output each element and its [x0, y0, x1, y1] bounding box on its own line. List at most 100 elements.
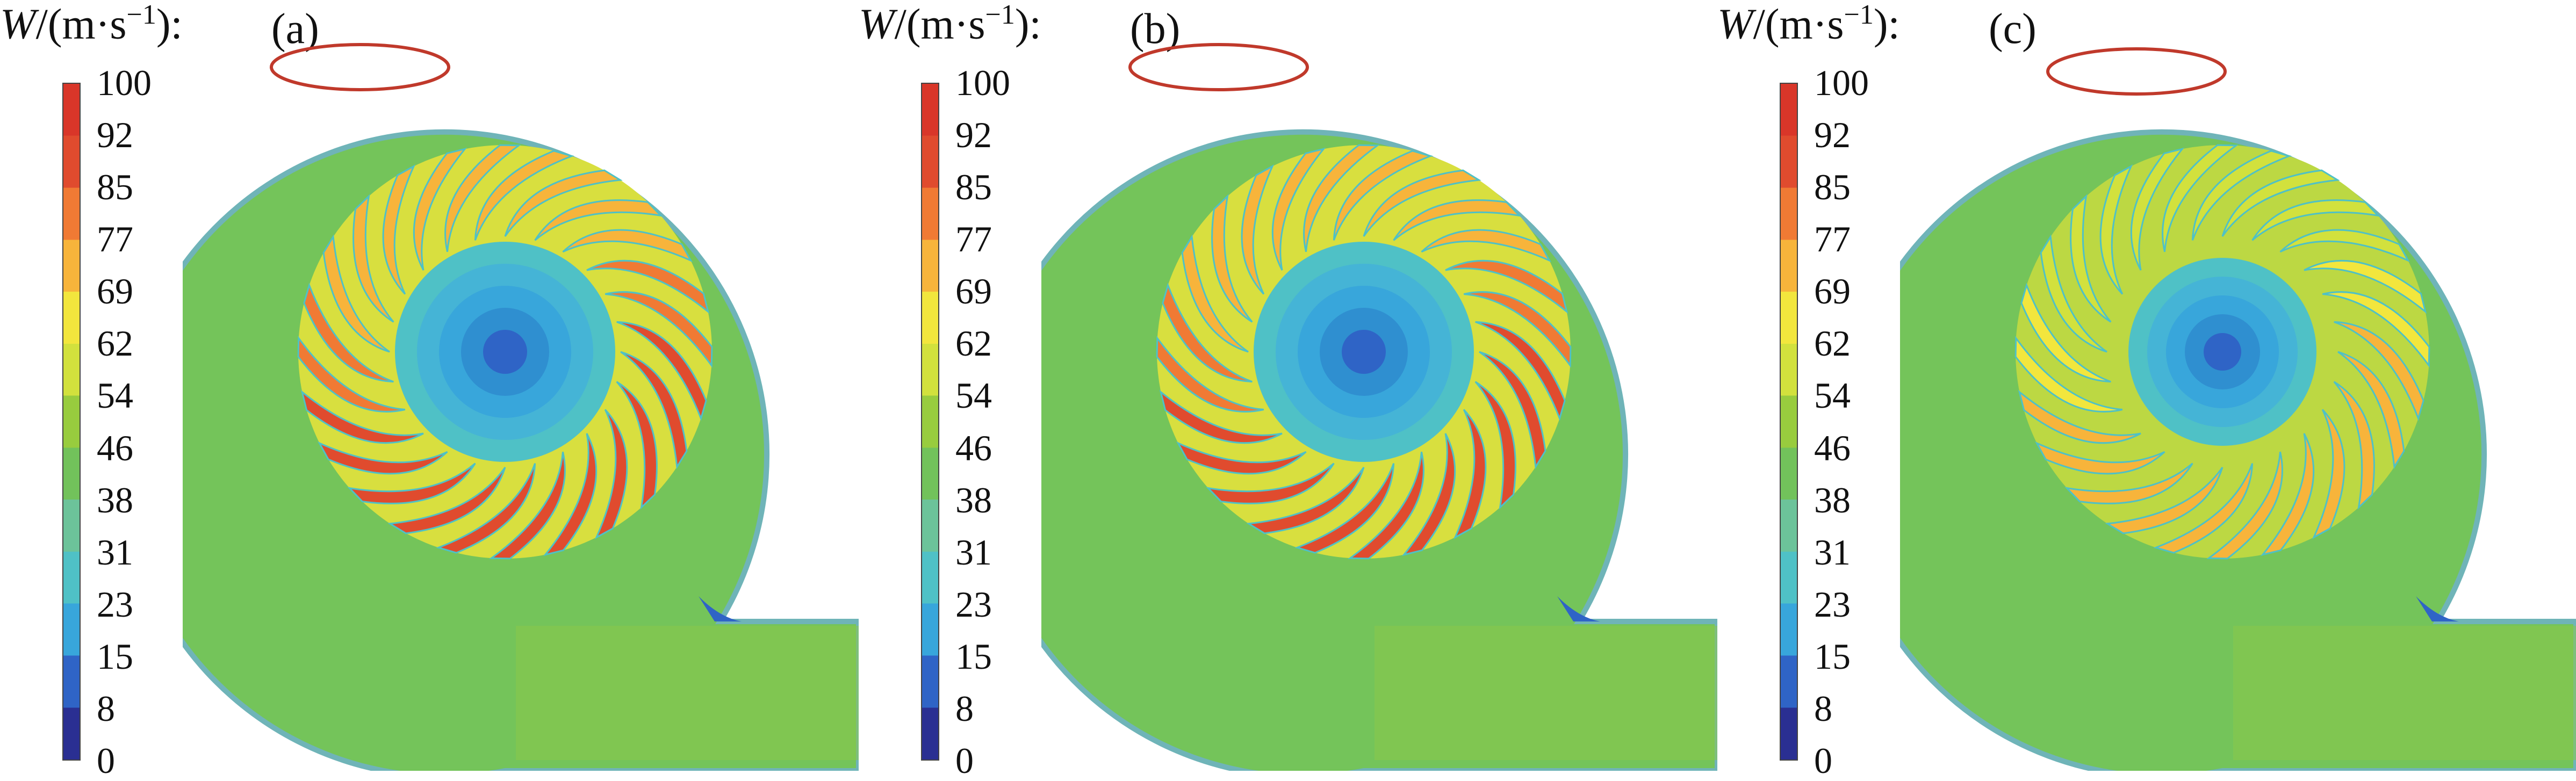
- colorbar-tick-label: 23: [955, 583, 992, 625]
- colorbar-tick-label: 100: [1814, 62, 1869, 103]
- impeller-blade: [1206, 462, 1335, 504]
- impeller-blade: [504, 169, 623, 237]
- impeller-blade: [1241, 164, 1275, 295]
- impeller-blade: [2018, 389, 2141, 444]
- legend-exponent: −1: [985, 0, 1015, 30]
- impeller-blade: [2251, 199, 2380, 241]
- impeller-blade: [1474, 381, 1516, 510]
- impeller-blade: [605, 291, 713, 368]
- hub-contour: [483, 330, 527, 374]
- panel-label: (b): [1130, 5, 1181, 53]
- impeller-blade: [489, 451, 566, 560]
- impeller-blade: [1445, 259, 1568, 314]
- impeller-blade: [1333, 150, 1433, 241]
- legend-title: W/(m·s−1):: [0, 1, 183, 46]
- colorbar-tick-label: 0: [955, 740, 974, 781]
- impeller-blade: [297, 336, 406, 413]
- colorbar-tick-label: 46: [955, 427, 992, 468]
- legend-variable: W: [0, 1, 36, 48]
- outlet-duct: [1375, 626, 1717, 760]
- colorbar-tick-label: 0: [97, 740, 115, 781]
- impeller-blade: [594, 409, 628, 539]
- impeller-blade: [387, 467, 506, 534]
- highlight-ellipse: [1128, 43, 1309, 91]
- colorbar-tick-label: 38: [955, 479, 992, 520]
- velocity-contour-map: [1041, 43, 1717, 771]
- impeller-blade: [586, 259, 710, 314]
- colorbar-tick-label: 62: [1814, 323, 1851, 364]
- hub-contour: [1342, 330, 1386, 374]
- colorbar-tick-label: 23: [97, 583, 133, 625]
- outlet-duct: [2233, 626, 2576, 760]
- colorbar: [62, 83, 81, 761]
- impeller-blade: [2312, 409, 2345, 539]
- impeller-blade: [1363, 169, 1481, 237]
- panel-label: (c): [1989, 5, 2037, 53]
- impeller-blade: [2221, 169, 2340, 237]
- panel-a: W/(m·s−1): (a) 100 92 85 77 69 62 54 46 38 31 23 15…: [0, 0, 859, 779]
- impeller-blade: [2105, 467, 2224, 534]
- colorbar-tick-label: 38: [97, 479, 133, 520]
- colorbar-tick-label: 100: [955, 62, 1010, 103]
- impeller-blade: [303, 283, 394, 383]
- colorbar-tick-label: 77: [1814, 219, 1851, 260]
- impeller-blade: [616, 321, 707, 421]
- impeller-blade: [2334, 321, 2424, 421]
- colorbar-tick-label: 15: [1814, 635, 1851, 677]
- colorbar: [921, 83, 939, 761]
- colorbar: [1780, 83, 1798, 761]
- impeller-blade: [2130, 147, 2185, 271]
- impeller-blade: [1181, 234, 1249, 353]
- impeller-blade: [1393, 199, 1522, 241]
- colorbar-tick-label: 31: [97, 531, 133, 573]
- legend-exponent: −1: [1844, 0, 1874, 30]
- impeller-blade: [444, 144, 521, 252]
- impeller-blade: [2020, 283, 2111, 383]
- velocity-contour-map: [183, 43, 859, 771]
- impeller-blade: [2191, 150, 2292, 241]
- legend-variable: W: [859, 1, 895, 48]
- colorbar-tick-label: 85: [955, 167, 992, 208]
- legend-exponent: −1: [126, 0, 156, 30]
- colorbar-tick-label: 38: [1814, 479, 1851, 520]
- impeller-blade: [2162, 144, 2239, 252]
- colorbar-tick-label: 92: [1814, 114, 1851, 156]
- colorbar-tick-label: 8: [1814, 688, 1832, 729]
- impeller-blade: [1463, 291, 1572, 368]
- impeller-blade: [2260, 433, 2315, 556]
- colorbar-tick-label: 85: [97, 167, 133, 208]
- colorbar-tick-label: 31: [1814, 531, 1851, 573]
- impeller-blade: [1479, 351, 1546, 469]
- highlight-ellipse: [2046, 47, 2227, 96]
- impeller-blade: [1453, 409, 1487, 539]
- impeller-blade: [1421, 229, 1551, 263]
- impeller-blade: [1401, 433, 1456, 556]
- impeller-blade: [1475, 321, 1566, 421]
- impeller-blade: [2040, 234, 2107, 353]
- colorbar-tick-label: 69: [97, 271, 133, 312]
- colorbar-tick-label: 0: [1814, 740, 1832, 781]
- impeller-blade: [2333, 381, 2375, 510]
- impeller-blade: [347, 462, 476, 504]
- impeller-blade: [382, 164, 416, 295]
- colorbar-tick-label: 85: [1814, 167, 1851, 208]
- colorbar-tick-label: 23: [1814, 583, 1851, 625]
- impeller-blade: [1211, 194, 1253, 323]
- volute-tongue: [2416, 596, 2459, 621]
- legend-closing: ):: [156, 1, 183, 48]
- colorbar-tick-label: 15: [97, 635, 133, 677]
- impeller-blade: [2064, 462, 2193, 504]
- impeller-blade: [2070, 194, 2112, 323]
- legend-unit: /(m·s: [35, 1, 127, 48]
- colorbar-tick-label: 54: [1814, 375, 1851, 416]
- impeller-blade: [1303, 144, 1380, 252]
- impeller-blade: [2206, 451, 2283, 560]
- panel-label: (a): [271, 5, 319, 53]
- velocity-contour-map: [1900, 47, 2576, 771]
- colorbar-tick-label: 77: [955, 219, 992, 260]
- impeller-blade: [1162, 283, 1253, 383]
- volute-tongue: [1557, 596, 1600, 621]
- volute-tongue: [699, 596, 742, 621]
- colorbar-tick-label: 31: [955, 531, 992, 573]
- impeller-blade: [413, 147, 467, 271]
